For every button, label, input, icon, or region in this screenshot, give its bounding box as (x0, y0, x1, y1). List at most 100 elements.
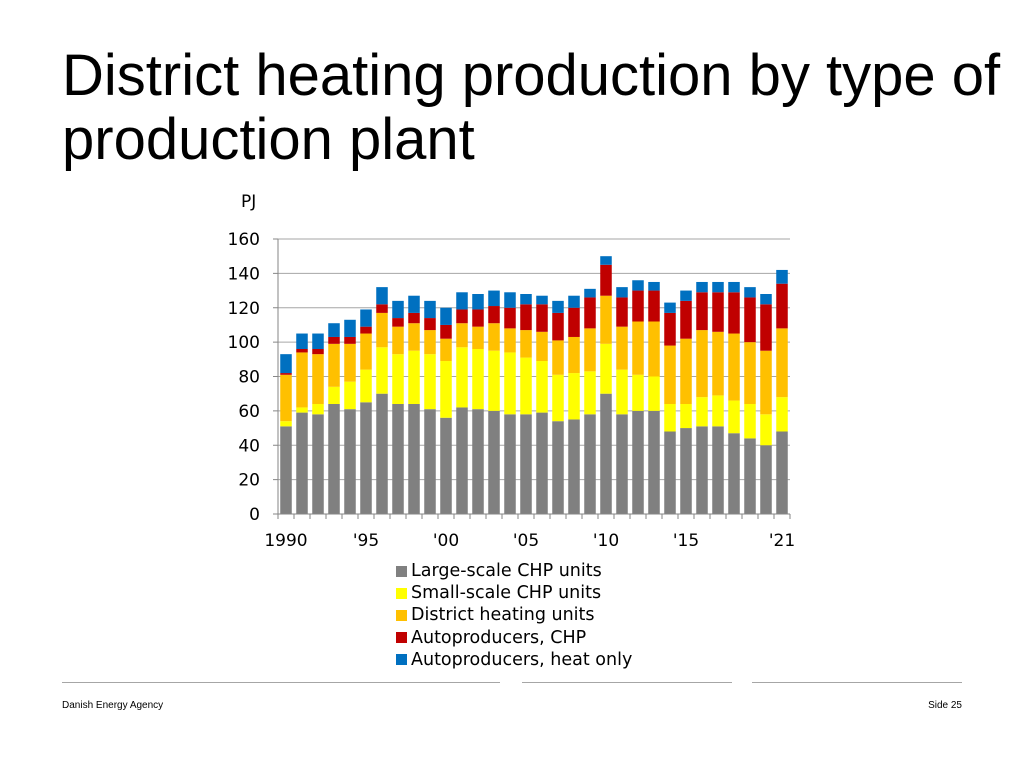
y-tick-label: 40 (238, 436, 260, 456)
bar-segment (424, 300, 436, 319)
bar-segment (376, 287, 388, 305)
bar-segment (472, 294, 484, 310)
bar-segment (552, 374, 564, 422)
bar-segment (632, 321, 644, 375)
legend-label: Small-scale CHP units (411, 583, 602, 604)
bar-segment (744, 404, 756, 439)
x-tick-label: '15 (673, 531, 699, 551)
bar-segment (488, 350, 500, 411)
bar-segment (424, 409, 436, 514)
bar-segment (744, 438, 756, 514)
bar-segment (360, 326, 372, 334)
bar-segment (328, 404, 340, 514)
y-tick-label: 120 (228, 299, 260, 319)
bar-segment (360, 402, 372, 514)
bar-segment (472, 326, 484, 349)
bar-segment (568, 295, 580, 308)
bar-segment (584, 288, 596, 298)
bar-segment (648, 321, 660, 377)
y-tick-label: 100 (228, 333, 260, 353)
bar-segment (696, 292, 708, 331)
bar-segment (280, 373, 292, 375)
bar-segment (328, 336, 340, 344)
bar-segment (280, 354, 292, 374)
bar-segment (296, 412, 308, 514)
bar-segment (632, 410, 644, 514)
bar-segment (360, 369, 372, 403)
legend-item: District heating units (396, 604, 632, 626)
bar-segment (408, 404, 420, 514)
bar-segment (296, 407, 308, 413)
bar-segment (728, 433, 740, 514)
bar-segment (280, 426, 292, 514)
y-tick-label: 20 (238, 471, 260, 491)
footer-page-number: Side 25 (928, 700, 962, 711)
bar-segment (664, 431, 676, 514)
bar-segment (280, 374, 292, 422)
bar-segment (392, 354, 404, 404)
bar-segment (568, 307, 580, 337)
bar-segment (584, 371, 596, 415)
bar-segment (440, 361, 452, 418)
bar-segment (664, 302, 676, 313)
bar-segment (680, 290, 692, 301)
bar-segment (456, 292, 468, 310)
bar-segment (680, 300, 692, 339)
bar-segment (664, 312, 676, 346)
bar-segment (440, 307, 452, 325)
bar-segment (520, 330, 532, 358)
legend-swatch (396, 587, 407, 599)
legend-swatch (396, 654, 407, 666)
bar-segment (552, 300, 564, 313)
bar-segment (328, 343, 340, 387)
bar-segment (440, 324, 452, 339)
bar-segment (696, 281, 708, 293)
bar-segment (760, 445, 772, 514)
bar-segment (344, 336, 356, 344)
bar-segment (344, 409, 356, 514)
bar-segment (344, 381, 356, 410)
bar-segment (728, 400, 740, 434)
bar-segment (472, 309, 484, 327)
bars (280, 256, 788, 514)
bar-segment (696, 397, 708, 427)
bar-segment (296, 352, 308, 408)
bar-segment (616, 287, 628, 298)
bar-segment (456, 323, 468, 348)
bar-segment (488, 290, 500, 307)
legend-item: Autoproducers, heat only (396, 649, 632, 671)
bar-segment (504, 328, 516, 353)
bar-segment (600, 343, 612, 394)
bar-segment (552, 340, 564, 375)
y-tick-label: 60 (238, 402, 260, 422)
bar-segment (616, 414, 628, 514)
bar-segment (664, 404, 676, 432)
bar-segment (600, 295, 612, 344)
bar-segment (504, 352, 516, 415)
x-tick-label: 1990 (264, 531, 307, 551)
bar-segment (520, 414, 532, 514)
legend-item: Large-scale CHP units (396, 560, 632, 582)
bar-segment (600, 264, 612, 296)
axis-labels: 0 20 40 60 80 100 120 140 160 PJ 1990 '95 '00 '05 '10 '… (228, 192, 796, 551)
y-tick-label: 160 (228, 230, 260, 250)
bar-segment (568, 373, 580, 420)
bar-segment (328, 323, 340, 337)
bar-segment (296, 333, 308, 349)
bar-segment (744, 297, 756, 343)
bar-segment (488, 410, 500, 514)
legend-label: District heating units (411, 605, 595, 626)
bar-segment (280, 421, 292, 427)
bar-segment (600, 256, 612, 265)
bar-segment (760, 294, 772, 305)
footer-divider-left (62, 682, 500, 683)
legend-swatch (396, 610, 407, 621)
bar-segment (632, 374, 644, 411)
y-axis-label: PJ (241, 192, 256, 212)
bar-segment (648, 376, 660, 411)
bar-segment (616, 369, 628, 415)
bar-segment (760, 414, 772, 446)
bar-segment (536, 331, 548, 362)
bar-segment (648, 410, 660, 514)
bar-segment (776, 397, 788, 432)
